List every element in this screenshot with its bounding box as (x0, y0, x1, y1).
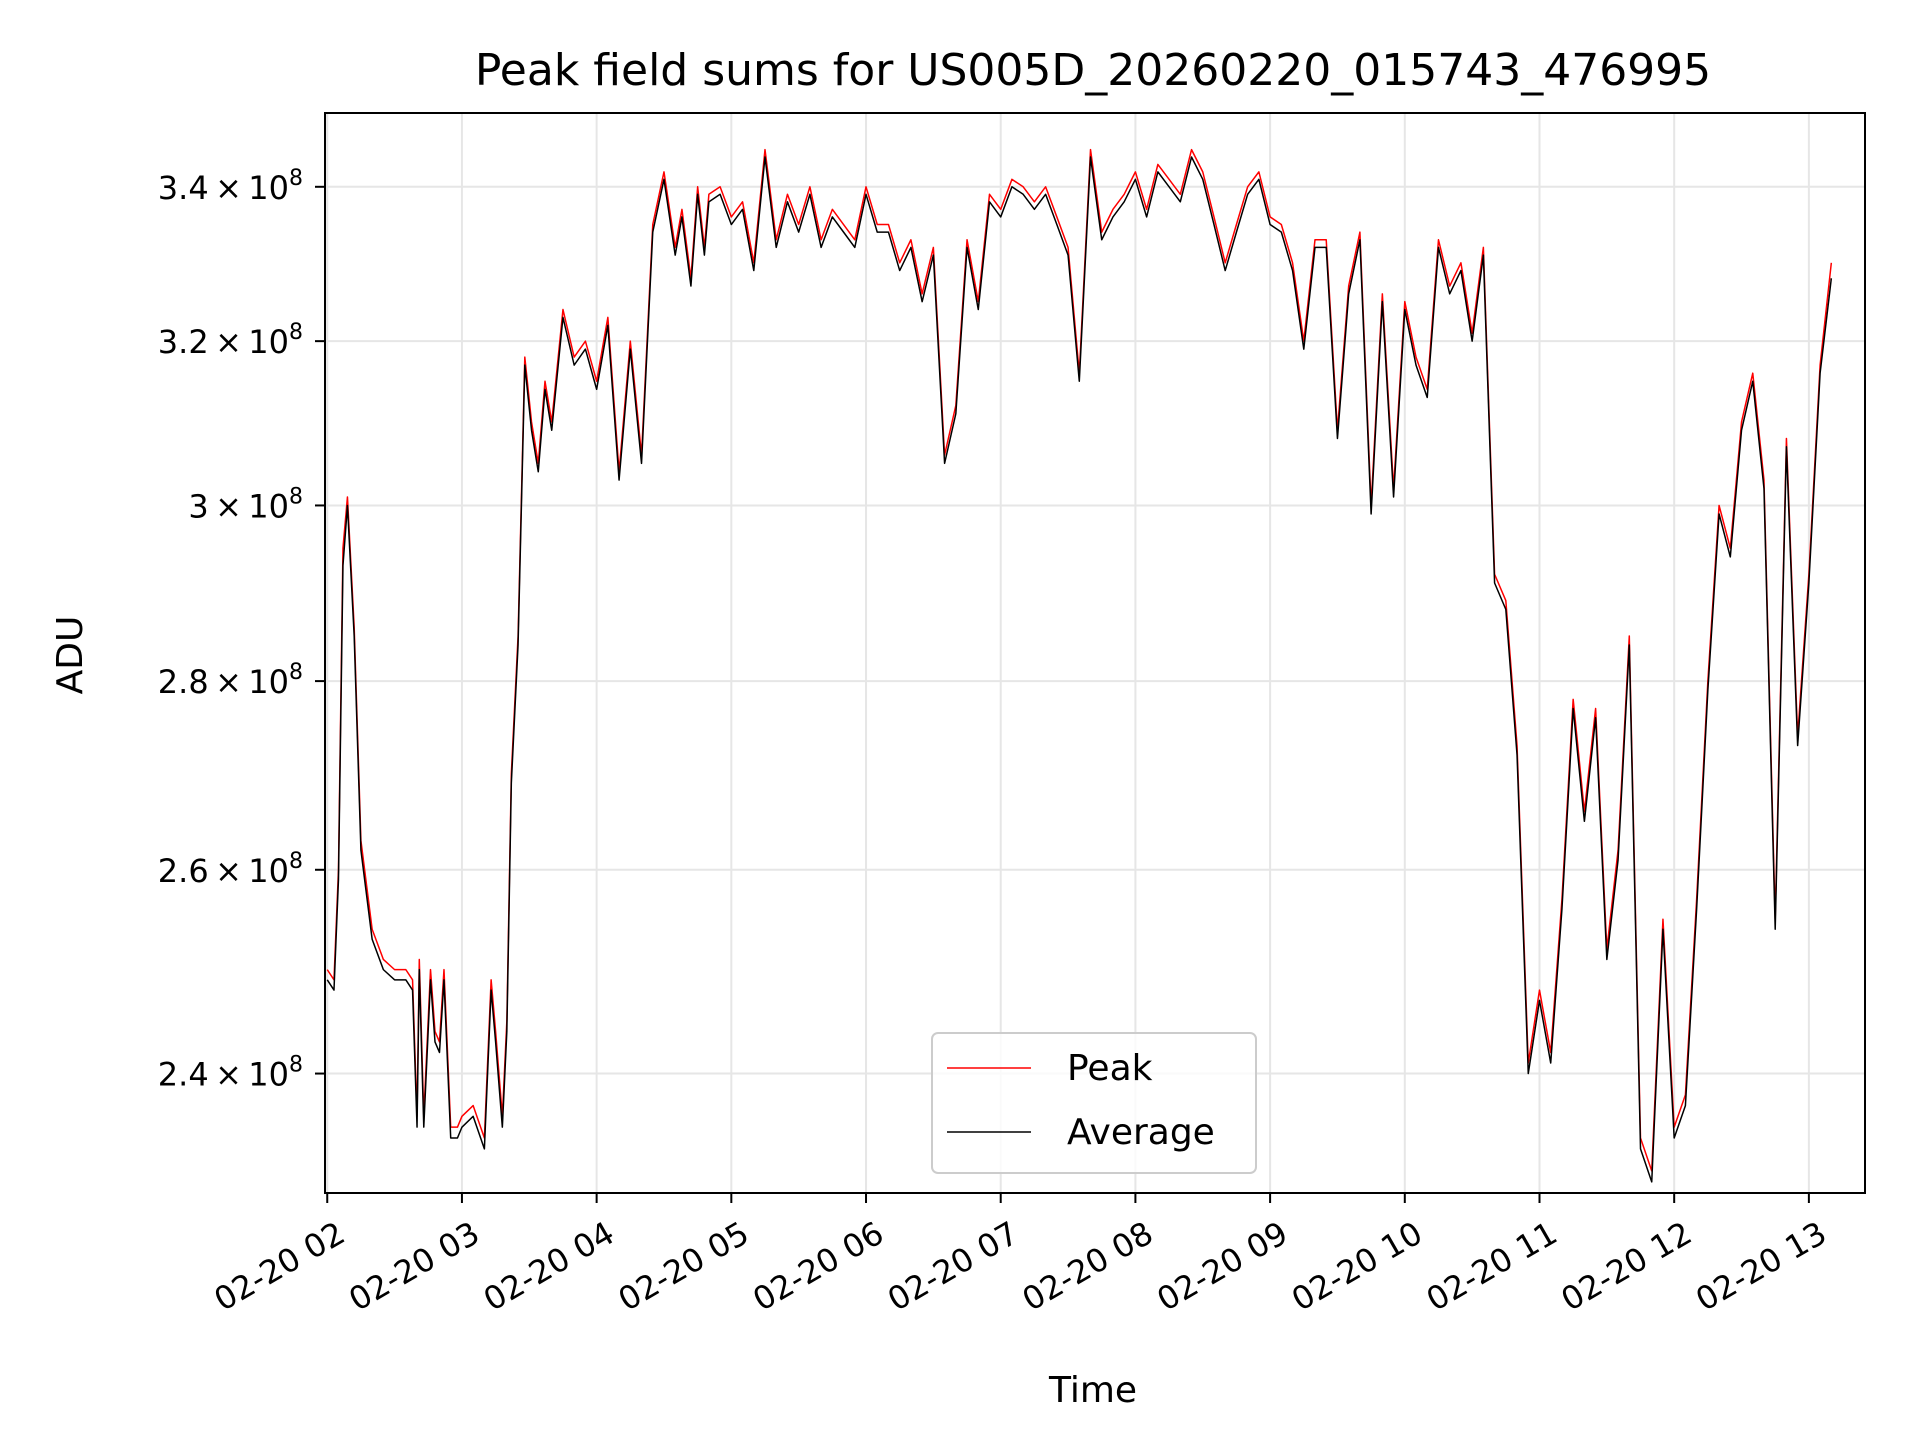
series-layer (326, 148, 1833, 1183)
y-axis-label: ADU (50, 616, 91, 695)
y-tick-label: 3.4 × 108 (158, 166, 303, 207)
series-line-average (326, 156, 1833, 1183)
y-tick-label: 3 × 108 (188, 484, 303, 525)
y-tick-label: 2.4 × 108 (158, 1053, 303, 1094)
legend-label-average: Average (1067, 1112, 1215, 1153)
y-tick-label: 3.2 × 108 (158, 320, 303, 361)
plot-frame (324, 112, 1866, 1194)
legend: Peak Average (931, 1032, 1257, 1174)
y-tick-label: 2.8 × 108 (158, 660, 303, 701)
chart-title: Peak field sums for US005D_20260220_0157… (475, 45, 1711, 96)
series-line-peak (326, 148, 1833, 1172)
y-tick-label: 2.6 × 108 (158, 849, 303, 890)
y-axis: 2.4 × 108 2.6 × 108 2.8 × 108 3 × 108 3.2 × … (158, 166, 325, 1094)
x-axis-label: Time (1048, 1370, 1137, 1411)
legend-label-peak: Peak (1067, 1048, 1153, 1089)
